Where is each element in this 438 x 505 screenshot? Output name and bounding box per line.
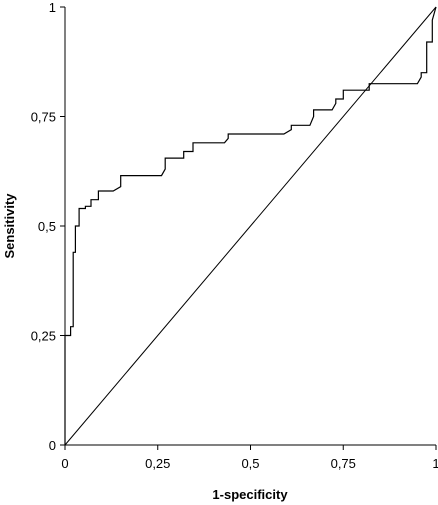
x-tick-label: 0 — [61, 456, 68, 471]
y-tick-label: 1 — [49, 0, 56, 15]
y-tick-label: 0 — [49, 438, 56, 453]
x-tick-labels: 0 0,25 0,5 0,75 1 — [61, 456, 438, 471]
y-tick-label: 0,75 — [31, 110, 56, 125]
x-tick-label: 0,75 — [331, 456, 356, 471]
reference-diagonal-line — [64, 6, 437, 446]
y-tick-label: 0,5 — [38, 219, 56, 234]
y-tick-label: 0,25 — [31, 329, 56, 344]
y-tick-labels: 0 0,25 0,5 0,75 1 — [31, 0, 56, 453]
x-axis-title: 1-specificity — [212, 487, 288, 502]
y-axis-title: Sensitivity — [2, 193, 17, 259]
tick-marks — [60, 6, 437, 450]
x-tick-label: 0,25 — [145, 456, 170, 471]
series-layer — [64, 6, 437, 446]
x-tick-label: 1 — [432, 456, 438, 471]
roc-curve-line — [64, 6, 437, 445]
x-tick-label: 0,5 — [241, 456, 259, 471]
